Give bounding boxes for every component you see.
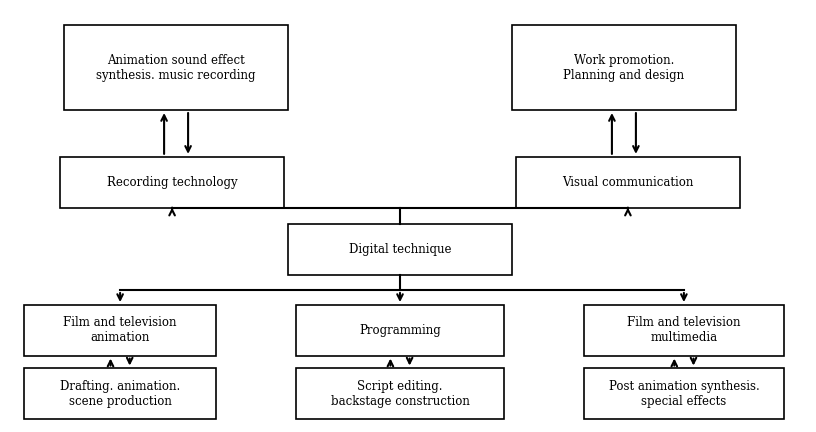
- Text: Work promotion.
Planning and design: Work promotion. Planning and design: [563, 54, 685, 82]
- Text: Script editing.
backstage construction: Script editing. backstage construction: [330, 380, 469, 408]
- FancyBboxPatch shape: [60, 157, 284, 207]
- Text: Recording technology: Recording technology: [107, 176, 237, 189]
- Text: Post animation synthesis.
special effects: Post animation synthesis. special effect…: [609, 380, 759, 408]
- FancyBboxPatch shape: [64, 25, 288, 110]
- FancyBboxPatch shape: [516, 157, 740, 207]
- Text: Visual communication: Visual communication: [562, 176, 694, 189]
- FancyBboxPatch shape: [24, 305, 216, 356]
- Text: Animation sound effect
synthesis. music recording: Animation sound effect synthesis. music …: [96, 54, 256, 82]
- Text: Digital technique: Digital technique: [348, 243, 451, 256]
- FancyBboxPatch shape: [296, 305, 504, 356]
- Text: Film and television
multimedia: Film and television multimedia: [628, 316, 741, 344]
- FancyBboxPatch shape: [512, 25, 736, 110]
- FancyBboxPatch shape: [584, 368, 784, 419]
- Text: Programming: Programming: [359, 324, 441, 337]
- FancyBboxPatch shape: [24, 368, 216, 419]
- Text: Drafting. animation.
scene production: Drafting. animation. scene production: [60, 380, 180, 408]
- FancyBboxPatch shape: [288, 225, 512, 275]
- Text: Film and television
animation: Film and television animation: [64, 316, 177, 344]
- FancyBboxPatch shape: [584, 305, 784, 356]
- FancyBboxPatch shape: [296, 368, 504, 419]
